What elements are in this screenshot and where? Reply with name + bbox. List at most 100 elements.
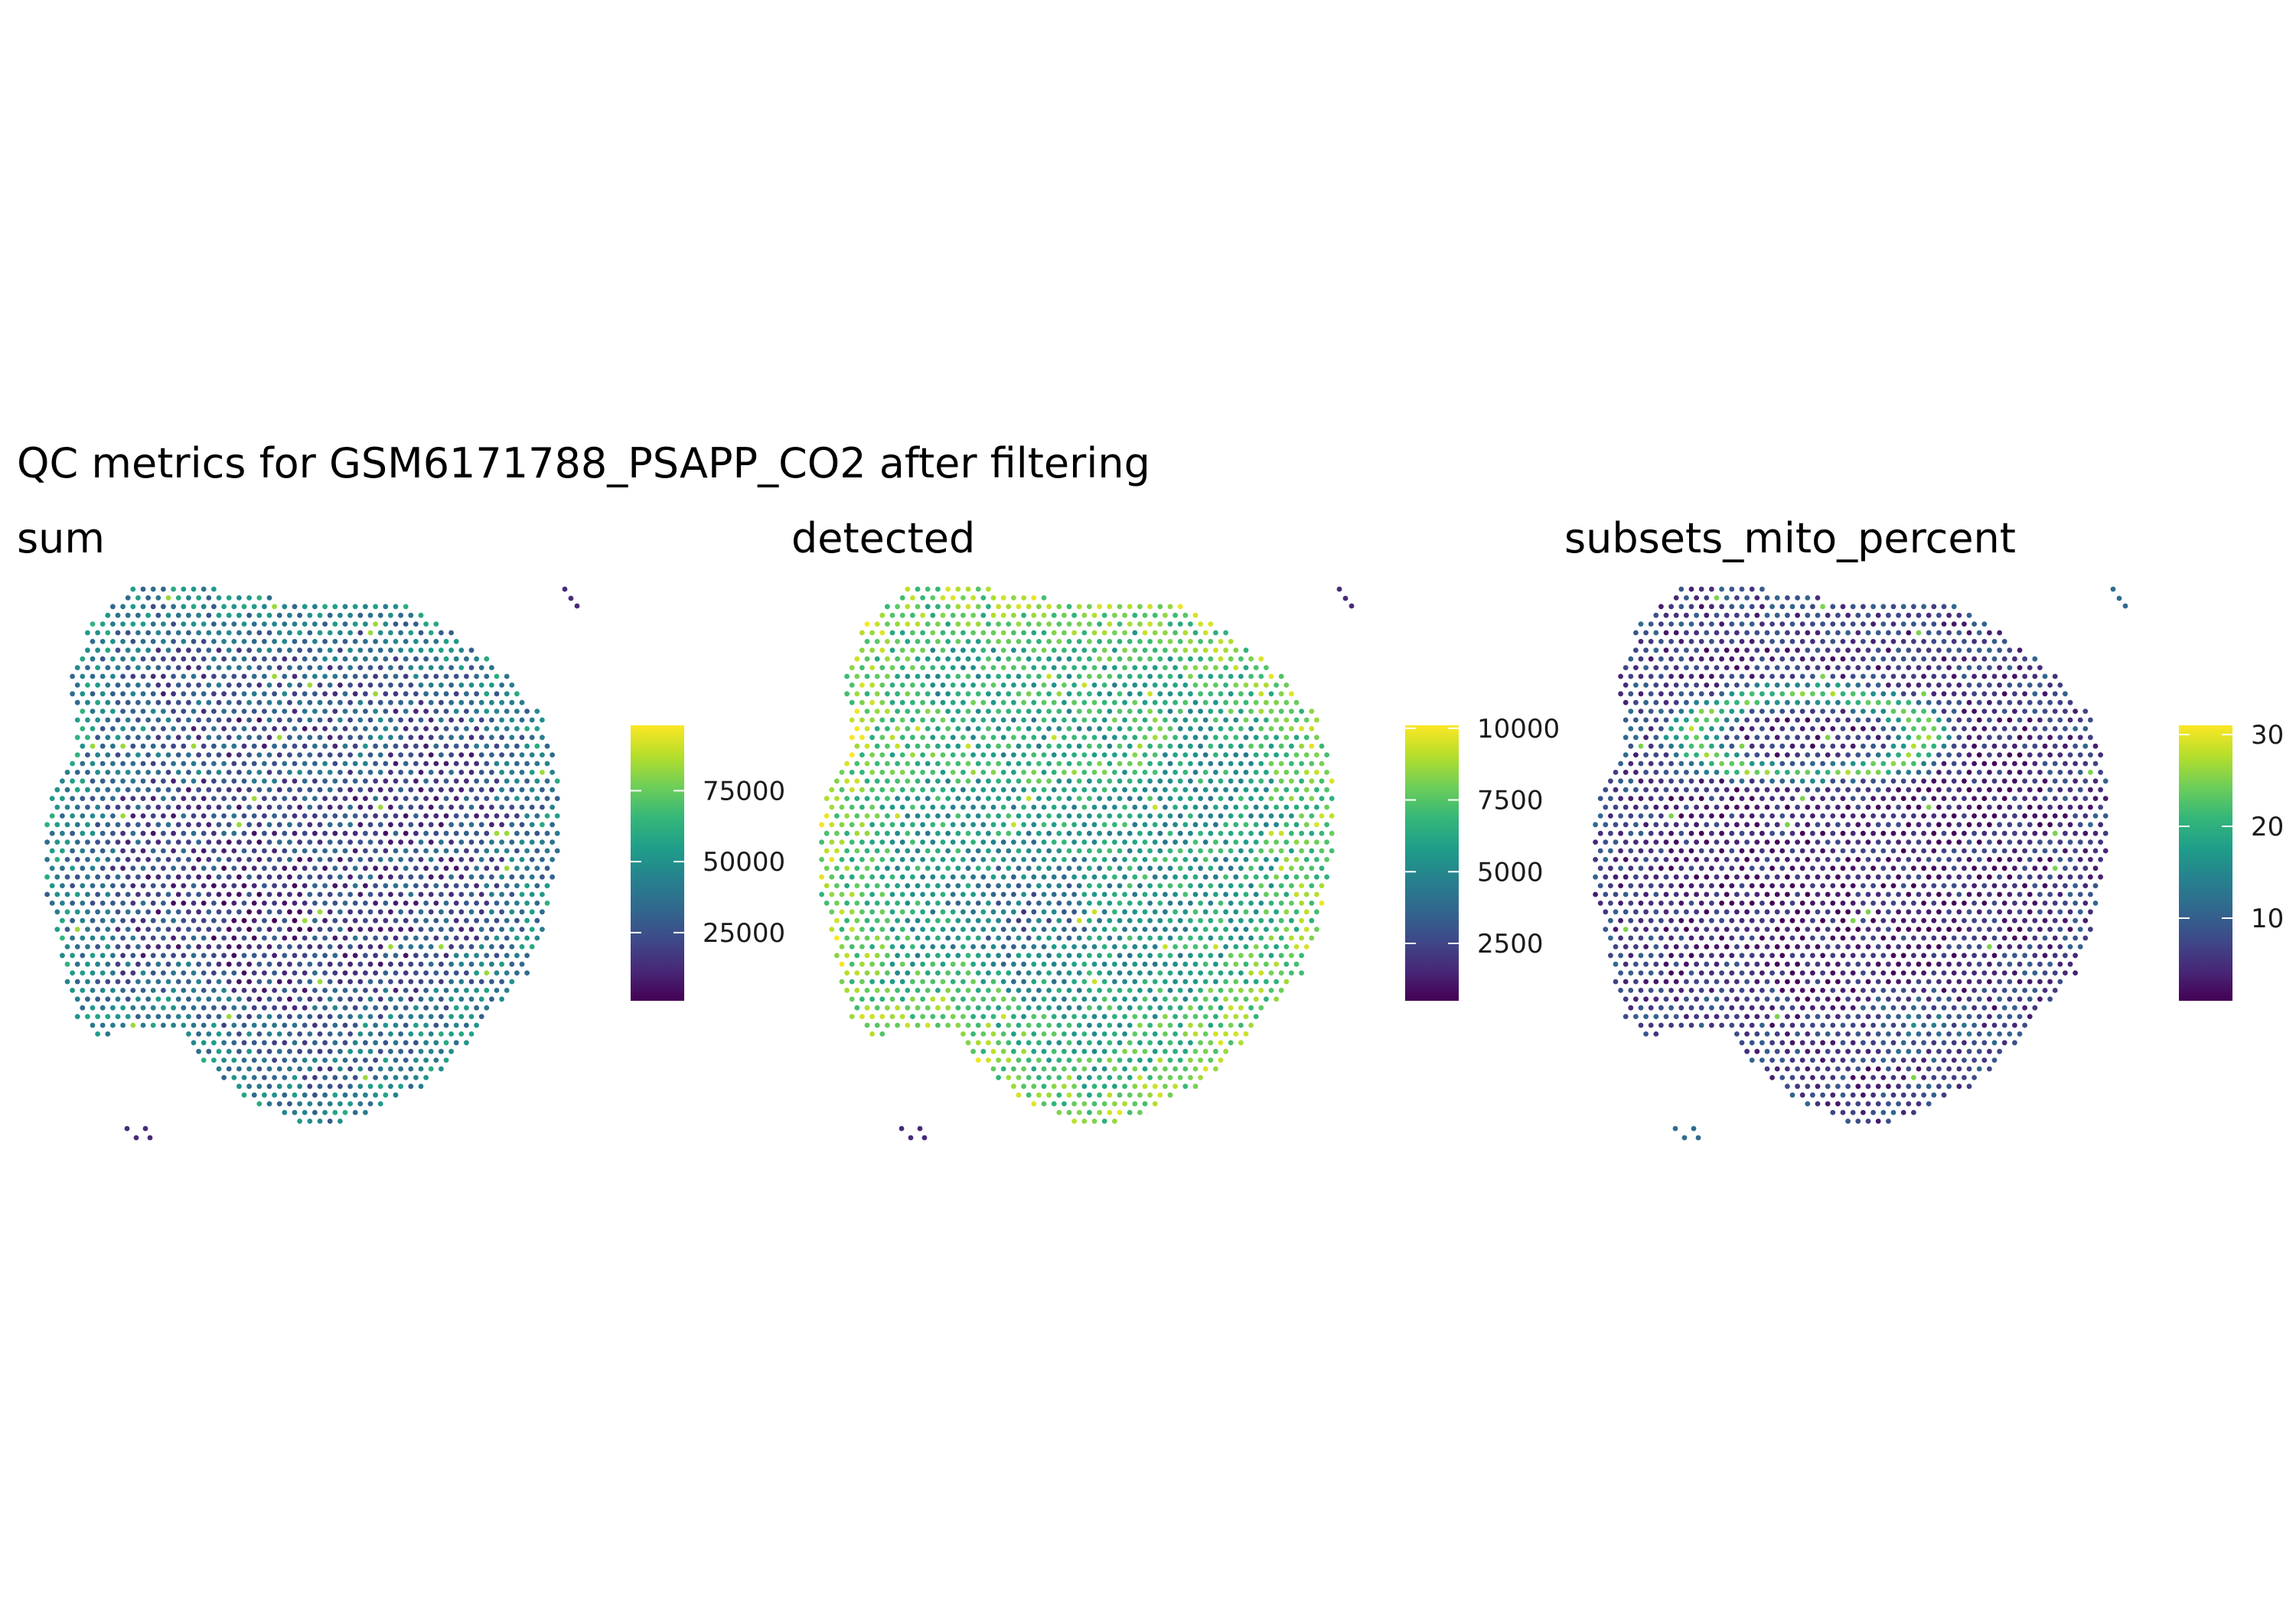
spot [1016,1092,1022,1098]
spot [524,917,530,924]
spot [1198,726,1203,731]
spot [1243,822,1249,828]
spot [885,691,890,697]
spot [175,770,181,775]
spot [468,927,475,932]
spot [1188,988,1193,993]
spot [266,682,272,688]
spot [226,927,232,932]
spot [1112,822,1117,828]
spot [1142,752,1148,757]
spot [439,682,444,688]
spot [945,1005,951,1011]
spot [1167,796,1173,801]
spot [1066,1057,1072,1063]
spot [1006,883,1012,888]
spot [1107,901,1113,906]
spot [448,979,454,985]
spot [1157,1075,1163,1080]
spot [322,813,328,819]
spot [423,778,429,784]
spot [1137,709,1143,714]
spot [1167,865,1173,871]
spot [1228,726,1234,731]
spot [844,813,850,819]
spot [1142,770,1148,775]
spot [1112,735,1117,741]
spot [1071,822,1077,828]
spot [484,1005,490,1011]
spot [1011,804,1016,810]
spot [1167,621,1173,627]
spot [171,988,177,993]
spot [889,804,895,810]
spot [1091,839,1097,845]
spot [1213,752,1218,757]
spot [175,630,181,636]
spot [1076,761,1082,767]
spot [342,743,348,749]
spot [864,865,870,871]
spot [899,770,905,775]
spot [171,639,177,644]
spot [1177,988,1183,993]
spot [201,778,207,784]
spot [312,1057,318,1063]
spot [1223,699,1228,705]
spot [1147,1040,1153,1046]
spot [1091,1101,1097,1106]
spot [120,743,126,749]
spot [1258,796,1264,801]
spot [849,1014,855,1019]
spot [1248,813,1254,819]
spot [1309,761,1315,767]
spot [272,778,277,784]
spot [1303,839,1309,845]
spot [915,709,921,714]
spot [388,787,393,793]
spot [1031,735,1037,741]
spot [186,857,191,862]
spot [74,822,80,828]
spot [920,874,925,880]
spot [1309,917,1315,924]
spot [186,996,191,1002]
spot [226,630,232,636]
spot [950,804,956,810]
spot [1314,787,1319,793]
spot [1309,743,1315,749]
spot [377,857,383,862]
spot [869,857,875,862]
spot [1172,839,1178,845]
spot [499,979,504,985]
spot [1016,621,1022,627]
spot [1314,752,1319,757]
spot [940,909,946,915]
spot [1000,822,1006,828]
spot [1192,996,1199,1002]
spot [352,656,358,662]
spot [140,796,146,801]
spot [1233,1031,1239,1037]
spot [236,787,242,793]
spot [1289,709,1294,714]
spot [120,709,126,714]
spot [1041,630,1047,636]
spot [236,595,242,601]
spot [439,961,444,967]
spot [1122,1014,1127,1019]
spot [494,813,500,819]
spot [1208,796,1214,801]
spot [965,778,971,784]
spot [363,1109,368,1116]
spot [489,961,494,967]
spot [935,935,941,941]
spot [1172,1031,1178,1037]
spot [458,927,465,932]
spot [439,804,444,810]
spot [524,813,530,819]
spot [823,796,830,801]
spot [458,804,465,810]
spot [196,735,201,741]
spot [1112,891,1117,897]
